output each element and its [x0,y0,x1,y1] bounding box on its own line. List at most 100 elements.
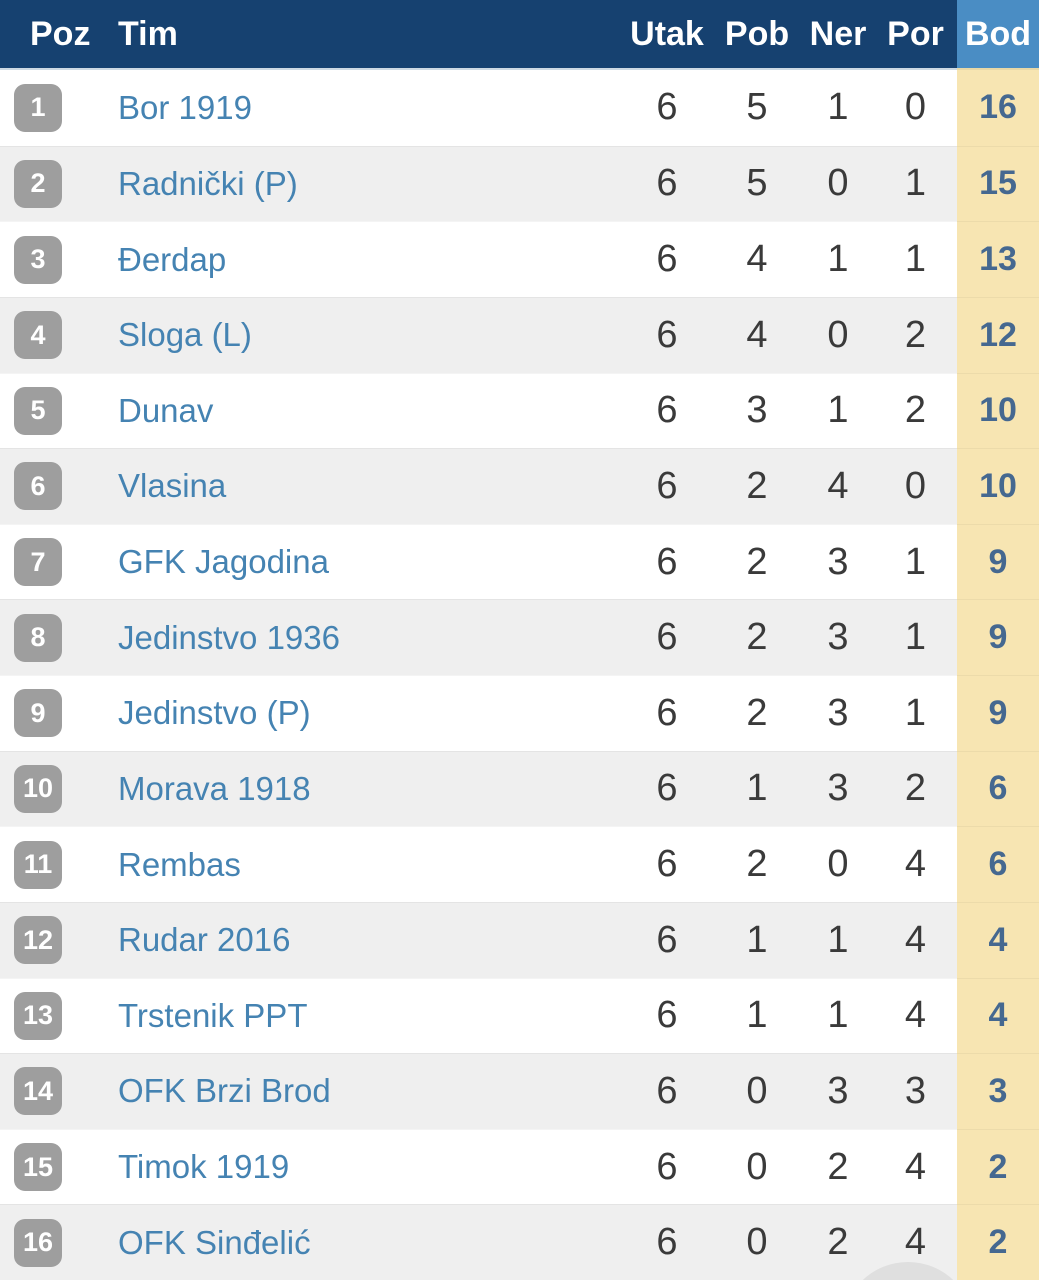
draws-value: 0 [802,826,874,902]
wins-value: 0 [712,1128,802,1205]
table-row[interactable]: 7 GFK Jagodina 6 2 3 1 9 [0,523,1039,600]
wins-value: 2 [712,675,802,751]
team-link[interactable]: Radnički (P) [118,164,298,202]
position-cell: 2 [0,145,104,222]
position-cell: 1 [0,70,104,146]
team-cell: Bor 1919 [104,70,622,146]
played-value: 6 [622,523,712,600]
played-value: 6 [622,1204,712,1280]
team-link[interactable]: Jedinstvo (P) [118,694,311,732]
team-link[interactable]: Bor 1919 [118,88,252,126]
draws-value: 2 [802,1204,874,1280]
draws-value: 0 [802,296,874,373]
table-row[interactable]: 6 Vlasina 6 2 4 0 10 [0,448,1039,524]
team-link[interactable]: OFK Brzi Brod [118,1072,331,1110]
team-link[interactable]: Timok 1919 [118,1148,290,1186]
table-row[interactable]: 13 Trstenik PPT 6 1 1 4 4 [0,977,1039,1054]
table-row[interactable]: 12 Rudar 2016 6 1 1 4 4 [0,901,1039,978]
played-value: 6 [622,675,712,751]
team-link[interactable]: Đerdap [118,240,227,278]
team-link[interactable]: Jedinstvo 1936 [118,618,340,656]
position-cell: 7 [0,523,104,600]
table-row[interactable]: 3 Đerdap 6 4 1 1 13 [0,221,1039,297]
column-header-losses: Por [874,0,957,70]
team-link[interactable]: Rembas [118,845,241,883]
column-header-played: Utak [622,0,712,70]
played-value: 6 [622,372,712,449]
position-badge: 4 [14,311,62,360]
draws-value: 3 [802,523,874,600]
team-link[interactable]: Vlasina [118,467,227,505]
table-row[interactable]: 1 Bor 1919 6 5 1 0 16 [0,70,1039,146]
team-cell: Đerdap [104,221,622,297]
played-value: 6 [622,145,712,222]
draws-value: 3 [802,599,874,675]
table-row[interactable]: 15 Timok 1919 6 0 2 4 2 [0,1128,1039,1205]
points-value: 2 [957,1204,1039,1280]
position-badge: 10 [14,764,62,813]
position-badge: 1 [14,83,62,132]
table-row[interactable]: 8 Jedinstvo 1936 6 2 3 1 9 [0,599,1039,675]
wins-value: 5 [712,145,802,222]
team-link[interactable]: GFK Jagodina [118,543,329,581]
losses-value: 4 [874,977,957,1054]
team-link[interactable]: Trstenik PPT [118,996,308,1034]
draws-value: 3 [802,675,874,751]
team-link[interactable]: Sloga (L) [118,316,252,354]
played-value: 6 [622,826,712,902]
played-value: 6 [622,750,712,827]
points-value: 10 [957,372,1039,449]
wins-value: 4 [712,221,802,297]
position-badge: 2 [14,159,62,208]
wins-value: 2 [712,599,802,675]
team-cell: Sloga (L) [104,296,622,373]
table-row[interactable]: 14 OFK Brzi Brod 6 0 3 3 3 [0,1053,1039,1129]
points-value: 16 [957,70,1039,146]
position-cell: 11 [0,826,104,902]
losses-value: 4 [874,1128,957,1205]
wins-value: 1 [712,977,802,1054]
points-value: 9 [957,675,1039,751]
position-cell: 6 [0,448,104,524]
draws-value: 4 [802,448,874,524]
points-value: 4 [957,977,1039,1054]
played-value: 6 [622,599,712,675]
team-cell: Vlasina [104,448,622,524]
points-value: 4 [957,901,1039,978]
team-link[interactable]: Rudar 2016 [118,921,291,959]
column-header-wins: Pob [712,0,802,70]
team-link[interactable]: Morava 1918 [118,769,311,807]
losses-value: 0 [904,86,927,129]
position-badge: 15 [14,1143,62,1192]
losses-value: 4 [874,1204,957,1280]
position-cell: 14 [0,1053,104,1129]
team-cell: Morava 1918 [104,750,622,827]
position-badge: 8 [14,613,62,662]
table-row[interactable]: 4 Sloga (L) 6 4 0 2 12 [0,296,1039,373]
position-cell: 10 [0,750,104,827]
losses-value: 0 [874,448,957,524]
position-cell: 15 [0,1128,104,1205]
team-cell: GFK Jagodina [104,523,622,600]
table-row[interactable]: 16 OFK Sinđelić 6 0 2 4 2 [0,1204,1039,1280]
table-row[interactable]: 9 Jedinstvo (P) 6 2 3 1 9 [0,675,1039,751]
table-row[interactable]: 11 Rembas 6 2 0 4 6 [0,826,1039,902]
table-header-row: Poz Tim Utak Pob Ner Por Bod [0,0,1039,70]
table-row[interactable]: 10 Morava 1918 6 1 3 2 6 [0,750,1039,827]
points-value: 9 [957,523,1039,600]
position-cell: 13 [0,977,104,1054]
wins-value: 4 [712,296,802,373]
played-value: 6 [656,86,678,129]
wins-value: 2 [712,826,802,902]
played-value: 6 [622,296,712,373]
team-link[interactable]: OFK Sinđelić [118,1223,311,1261]
table-row[interactable]: 5 Dunav 6 3 1 2 10 [0,372,1039,449]
draws-value: 1 [802,221,874,297]
wins-value: 0 [712,1053,802,1129]
points-value: 9 [957,599,1039,675]
team-link[interactable]: Dunav [118,391,214,429]
losses-value: 2 [874,372,957,449]
played-value: 6 [622,977,712,1054]
table-row[interactable]: 2 Radnički (P) 6 5 0 1 15 [0,145,1039,222]
team-cell: Timok 1919 [104,1128,622,1205]
